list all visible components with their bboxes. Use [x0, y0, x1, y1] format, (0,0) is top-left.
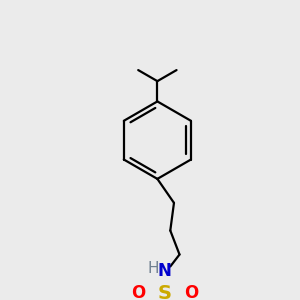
Text: O: O — [184, 284, 199, 300]
Text: O: O — [131, 284, 145, 300]
Text: N: N — [158, 262, 172, 280]
Text: S: S — [158, 284, 172, 300]
Text: H: H — [148, 261, 159, 276]
